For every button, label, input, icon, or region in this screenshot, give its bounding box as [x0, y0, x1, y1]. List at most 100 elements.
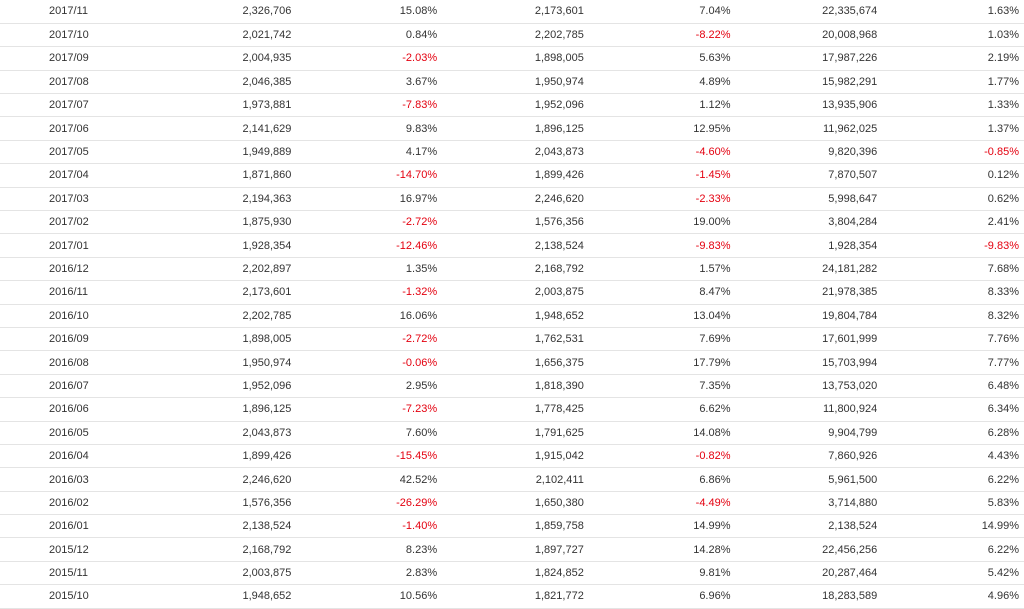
- cell-change-3: 4.96%: [877, 584, 1024, 609]
- cell-change-3: -0.85%: [877, 140, 1024, 165]
- table-row: 2017/03 2,194,363 16.97% 2,246,620 -2.33% 5,9…: [0, 187, 1024, 212]
- cell-value-1: 2,168,792: [158, 537, 292, 562]
- cell-change-1: -7.23%: [291, 397, 438, 422]
- cell-change-1: 9.83%: [291, 116, 438, 141]
- cell-cumulative: 18,283,589: [730, 584, 878, 609]
- cell-change-1: 1.35%: [291, 257, 438, 282]
- table-row: 2017/10 2,021,742 0.84% 2,202,785 -8.22% 20,0…: [0, 23, 1024, 48]
- cell-change-1: -2.72%: [291, 327, 438, 352]
- cell-value-2: 1,915,042: [437, 444, 584, 469]
- cell-value-2: 1,896,125: [437, 116, 584, 141]
- cell-change-3: 5.42%: [877, 561, 1024, 586]
- cell-change-1: -1.40%: [291, 514, 438, 539]
- cell-change-1: 16.06%: [291, 304, 438, 328]
- cell-value-2: 2,246,620: [437, 187, 584, 212]
- cell-cumulative: 20,008,968: [730, 23, 878, 48]
- table-row: 2015/10 1,948,652 10.56% 1,821,772 6.96% 18,2…: [0, 584, 1024, 609]
- cell-change-3: 6.34%: [877, 397, 1024, 422]
- cell-month: 2017/01: [0, 233, 159, 258]
- cell-change-2: 9.81%: [583, 561, 731, 586]
- cell-month: 2017/02: [0, 210, 159, 235]
- cell-change-3: 1.37%: [877, 116, 1024, 141]
- cell-value-1: 1,949,889: [158, 140, 292, 165]
- cell-month: 2015/11: [0, 561, 159, 586]
- cell-change-2: -8.22%: [583, 23, 731, 48]
- cell-change-2: 14.28%: [583, 537, 731, 562]
- table-row: 2015/11 2,003,875 2.83% 1,824,852 9.81% 20,28…: [0, 561, 1024, 586]
- table-row: 2016/03 2,246,620 42.52% 2,102,411 6.86% 5,96…: [0, 467, 1024, 492]
- cell-value-2: 1,778,425: [437, 397, 584, 422]
- cell-cumulative: 5,998,647: [730, 187, 878, 212]
- cell-value-2: 1,818,390: [437, 374, 584, 399]
- table-row: 2017/08 2,046,385 3.67% 1,950,974 4.89% 15,98…: [0, 70, 1024, 95]
- cell-cumulative: 13,935,906: [730, 93, 878, 118]
- cell-cumulative: 22,456,256: [730, 537, 878, 562]
- cell-value-2: 1,898,005: [437, 46, 584, 71]
- table-row: 2016/04 1,899,426 -15.45% 1,915,042 -0.82% 7,…: [0, 444, 1024, 469]
- table-row: 2015/12 2,168,792 8.23% 1,897,727 14.28% 22,4…: [0, 537, 1024, 562]
- cell-change-1: 15.08%: [291, 0, 438, 24]
- cell-change-3: 6.22%: [877, 537, 1024, 562]
- cell-cumulative: 19,804,784: [730, 304, 878, 328]
- cell-month: 2016/08: [0, 350, 159, 375]
- cell-value-2: 2,202,785: [437, 23, 584, 48]
- cell-change-1: 16.97%: [291, 187, 438, 212]
- cell-value-2: 1,952,096: [437, 93, 584, 118]
- cell-change-3: 2.19%: [877, 46, 1024, 71]
- table-row: 2016/10 2,202,785 16.06% 1,948,652 13.04% 19,…: [0, 304, 1024, 328]
- cell-change-3: 6.28%: [877, 421, 1024, 445]
- cell-value-2: 2,003,875: [437, 280, 584, 305]
- cell-value-1: 1,875,930: [158, 210, 292, 235]
- cell-value-1: 2,202,897: [158, 257, 292, 282]
- cell-cumulative: 1,928,354: [730, 233, 878, 258]
- cell-cumulative: 20,287,464: [730, 561, 878, 586]
- cell-change-1: -2.72%: [291, 210, 438, 235]
- cell-change-3: 1.77%: [877, 70, 1024, 95]
- cell-month: 2017/11: [0, 0, 159, 24]
- cell-change-3: 7.77%: [877, 350, 1024, 375]
- cell-value-2: 1,950,974: [437, 70, 584, 95]
- table-row: 2016/01 2,138,524 -1.40% 1,859,758 14.99% 2,1…: [0, 514, 1024, 539]
- cell-change-1: -14.70%: [291, 163, 438, 188]
- cell-month: 2016/07: [0, 374, 159, 399]
- cell-value-2: 2,173,601: [437, 0, 584, 24]
- cell-change-2: 8.47%: [583, 280, 731, 305]
- cell-value-2: 2,138,524: [437, 233, 584, 258]
- table-row: 2016/02 1,576,356 -26.29% 1,650,380 -4.49% 3,…: [0, 491, 1024, 516]
- cell-value-1: 2,003,875: [158, 561, 292, 586]
- cell-value-1: 2,202,785: [158, 304, 292, 328]
- cell-change-1: -2.03%: [291, 46, 438, 71]
- cell-cumulative: 21,978,385: [730, 280, 878, 305]
- cell-month: 2016/06: [0, 397, 159, 422]
- cell-change-2: 19.00%: [583, 210, 731, 235]
- cell-change-3: 0.62%: [877, 187, 1024, 212]
- cell-value-2: 1,824,852: [437, 561, 584, 586]
- cell-value-2: 1,650,380: [437, 491, 584, 516]
- cell-change-3: 2.41%: [877, 210, 1024, 235]
- cell-value-1: 2,194,363: [158, 187, 292, 212]
- cell-change-2: 6.96%: [583, 584, 731, 609]
- cell-change-2: 7.35%: [583, 374, 731, 399]
- table-row: 2016/09 1,898,005 -2.72% 1,762,531 7.69% 17,6…: [0, 327, 1024, 352]
- cell-cumulative: 2,138,524: [730, 514, 878, 539]
- cell-value-1: 1,952,096: [158, 374, 292, 399]
- cell-change-2: 6.62%: [583, 397, 731, 422]
- cell-cumulative: 17,987,226: [730, 46, 878, 71]
- cell-month: 2017/09: [0, 46, 159, 71]
- cell-change-2: 17.79%: [583, 350, 731, 375]
- cell-change-2: -0.82%: [583, 444, 731, 469]
- cell-change-1: 2.83%: [291, 561, 438, 586]
- cell-change-2: 7.69%: [583, 327, 731, 352]
- cell-change-3: 1.63%: [877, 0, 1024, 24]
- cell-cumulative: 22,335,674: [730, 0, 878, 24]
- cell-change-1: 42.52%: [291, 467, 438, 492]
- cell-month: 2016/10: [0, 304, 159, 328]
- cell-change-3: 8.33%: [877, 280, 1024, 305]
- table-row: 2017/01 1,928,354 -12.46% 2,138,524 -9.83% 1,…: [0, 233, 1024, 258]
- cell-value-1: 1,576,356: [158, 491, 292, 516]
- cell-value-1: 1,973,881: [158, 93, 292, 118]
- cell-month: 2016/12: [0, 257, 159, 282]
- cell-value-2: 1,897,727: [437, 537, 584, 562]
- cell-cumulative: 15,703,994: [730, 350, 878, 375]
- cell-change-1: 8.23%: [291, 537, 438, 562]
